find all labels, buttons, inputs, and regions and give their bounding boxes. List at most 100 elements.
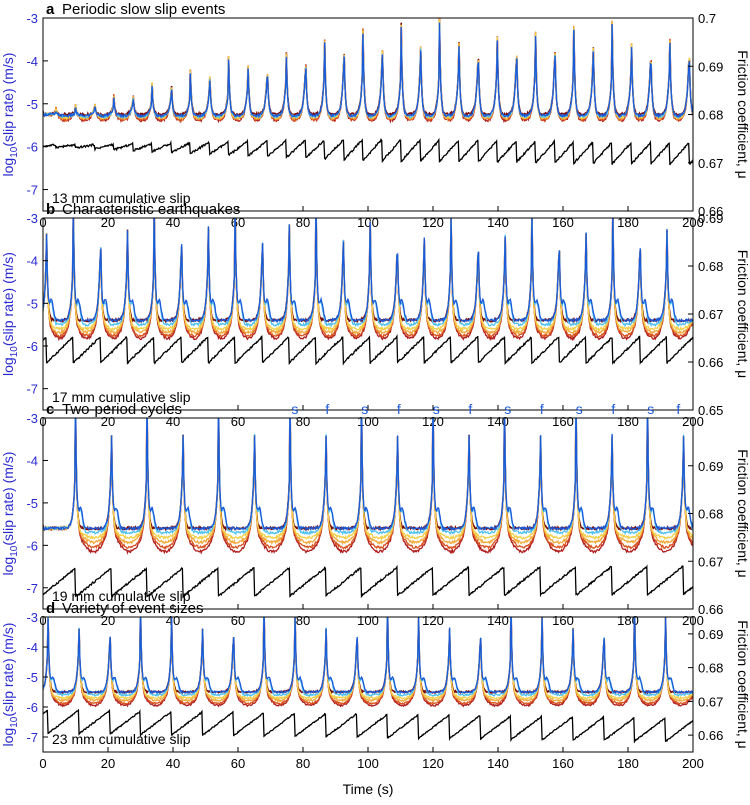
series-lines [43, 418, 693, 599]
cumulative-slip-note: 13 mm cumulative slip [52, 190, 191, 206]
event-label-f: f [611, 401, 615, 417]
x-tick-label: 100 [357, 613, 379, 628]
x-tick-label: 60 [231, 756, 245, 771]
event-label-f: f [397, 401, 401, 417]
left-tick-label: -7 [26, 183, 38, 198]
series-line-6 [43, 617, 693, 695]
panel-title: Two-period cycles [62, 401, 182, 418]
left-axis-label-sub: 10 [9, 146, 20, 158]
event-label-f: f [676, 401, 680, 417]
series-line-4 [43, 418, 693, 541]
event-label-s: s [361, 401, 368, 417]
right-tick-label: 0.67 [698, 694, 723, 709]
series-line-5 [43, 617, 693, 698]
series-line-2 [43, 617, 693, 706]
right-tick-label: 0.69 [698, 627, 723, 642]
series-line-6 [43, 22, 693, 119]
right-tick-label: 0.67 [698, 554, 723, 569]
x-tick-label: 40 [166, 215, 180, 230]
left-tick-label: -6 [26, 538, 38, 553]
left-tick-label: -6 [26, 339, 38, 354]
panel-letter: d [46, 600, 55, 617]
panel-letter: a [46, 1, 55, 18]
x-axis-label: Time (s) [343, 781, 394, 797]
right-tick-label: 0.69 [698, 59, 723, 74]
panel-title: Variety of event sizes [62, 600, 203, 617]
x-tick-label: 180 [617, 414, 639, 429]
x-tick-label: 120 [422, 215, 444, 230]
panel-title: Periodic slow slip events [62, 1, 225, 18]
cumulative-slip-note: 23 mm cumulative slip [52, 731, 191, 747]
left-axis-label-rest: (slip rate) (m/s) [0, 623, 16, 717]
right-tick-label: 0.67 [698, 156, 723, 171]
right-tick-label: 0.66 [698, 355, 723, 370]
left-tick-label: -7 [26, 382, 38, 397]
series-line-6 [43, 218, 693, 324]
x-tick-label: 0 [39, 756, 46, 771]
left-tick-label: -4 [26, 54, 38, 69]
x-tick-label: 40 [166, 756, 180, 771]
cumulative-slip-note: 19 mm cumulative slip [52, 588, 191, 604]
right-tick-label: 0.68 [698, 507, 723, 522]
series-line-2 [43, 418, 693, 550]
left-tick-label: -5 [26, 496, 38, 511]
x-tick-label: 160 [552, 613, 574, 628]
left-axis-label: log10(slip rate) (m/s) [0, 252, 20, 376]
right-tick-label: 0.66 [698, 728, 723, 743]
left-tick-label: -5 [26, 670, 38, 685]
left-tick-label: -4 [26, 453, 38, 468]
right-tick-label: 0.68 [698, 108, 723, 123]
left-axis-label-rest: (slip rate) (m/s) [0, 452, 16, 546]
left-axis-label-rest: (slip rate) (m/s) [0, 53, 16, 147]
left-axis-label-sub: 10 [9, 716, 20, 728]
right-tick-label: 0.69 [698, 211, 723, 226]
event-label-s: s [647, 401, 654, 417]
left-axis-label-base: log [0, 158, 16, 177]
right-tick-label: 0.66 [698, 204, 723, 219]
friction-line [43, 137, 693, 166]
event-label-s: s [433, 401, 440, 417]
x-tick-label: 20 [101, 756, 115, 771]
x-tick-label: 100 [357, 756, 379, 771]
x-tick-label: 160 [552, 756, 574, 771]
left-tick-label: -5 [26, 296, 38, 311]
left-axis-label: log10(slip rate) (m/s) [0, 623, 20, 747]
series-line-6 [43, 418, 693, 532]
left-axis-label-base: log [0, 728, 16, 747]
event-label-f: f [468, 401, 472, 417]
left-axis-label-rest: (slip rate) (m/s) [0, 252, 16, 346]
series-line-1 [43, 617, 693, 708]
series-lines [43, 218, 693, 366]
left-tick-label: -3 [26, 610, 38, 625]
left-tick-label: -6 [26, 140, 38, 155]
left-tick-label: -4 [26, 254, 38, 269]
friction-line [43, 708, 693, 744]
x-tick-label: 140 [487, 756, 509, 771]
left-tick-label: -7 [26, 581, 38, 596]
event-label-f: f [325, 401, 329, 417]
right-axis-label: Friction coefficient, μ [735, 620, 750, 748]
right-axis-label: Friction coefficient, μ [735, 250, 750, 378]
right-tick-label: 0.66 [698, 602, 723, 617]
x-tick-label: 80 [296, 756, 310, 771]
event-label-s: s [576, 401, 583, 417]
x-tick-label: 120 [422, 756, 444, 771]
x-tick-label: 160 [552, 414, 574, 429]
left-axis-label-sub: 10 [9, 545, 20, 557]
x-tick-label: 60 [231, 414, 245, 429]
x-tick-label: 80 [296, 613, 310, 628]
series-lines [43, 18, 693, 166]
left-tick-label: -3 [26, 211, 38, 226]
series-line-1 [43, 418, 693, 555]
left-axis-label-sub: 10 [9, 346, 20, 358]
right-axis-label: Friction coefficient, μ [735, 449, 750, 577]
left-tick-label: -5 [26, 97, 38, 112]
right-tick-label: 0.65 [698, 403, 723, 418]
x-tick-label: 140 [487, 215, 509, 230]
left-tick-label: -3 [26, 11, 38, 26]
left-tick-label: -6 [26, 700, 38, 715]
